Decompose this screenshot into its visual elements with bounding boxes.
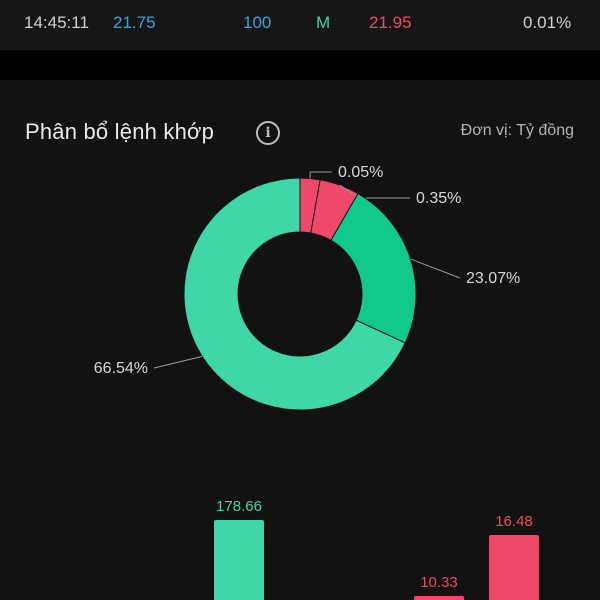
donut-slice-label: 0.35% [416,190,461,207]
donut-leader-line [410,258,461,279]
bar-value-label: 10.33 [420,574,458,591]
donut-slice-label: 66.54% [94,360,148,377]
bar[interactable] [489,535,539,600]
panel-title: Phân bổ lệnh khớp [25,119,215,144]
donut-chart: 0.05% 0.35% 23.07% 66.54% [94,164,520,411]
donut-leader-line [153,355,203,369]
bar[interactable] [214,520,264,600]
donut-slice-label: 23.07% [466,270,520,287]
donut-leader-line [309,171,332,179]
unit-label: Đơn vị: Tỷ đồng [460,122,574,139]
trade-price: 21.75 [113,13,156,32]
donut-slice[interactable] [183,177,406,411]
latest-trade-row[interactable]: 14:45:11 21.75 100 M 21.95 0.01% [0,0,600,50]
bar-value-label: 16.48 [495,513,533,530]
trade-match-price: 21.95 [369,13,412,32]
trade-volume: 100 [243,13,272,32]
bar[interactable] [414,596,464,600]
bar-value-label: 178.66 [216,498,262,515]
info-icon[interactable]: i [256,121,280,145]
donut-slice[interactable] [330,192,417,344]
donut-slice-label: 0.05% [338,164,383,181]
trade-side: M [316,13,331,32]
trade-time: 14:45:11 [24,13,89,32]
order-distribution-panel: Phân bổ lệnh khớp i Đơn vị: Tỷ đồng 0.05… [0,80,600,600]
trade-change-percent: 0.01% [523,13,572,32]
